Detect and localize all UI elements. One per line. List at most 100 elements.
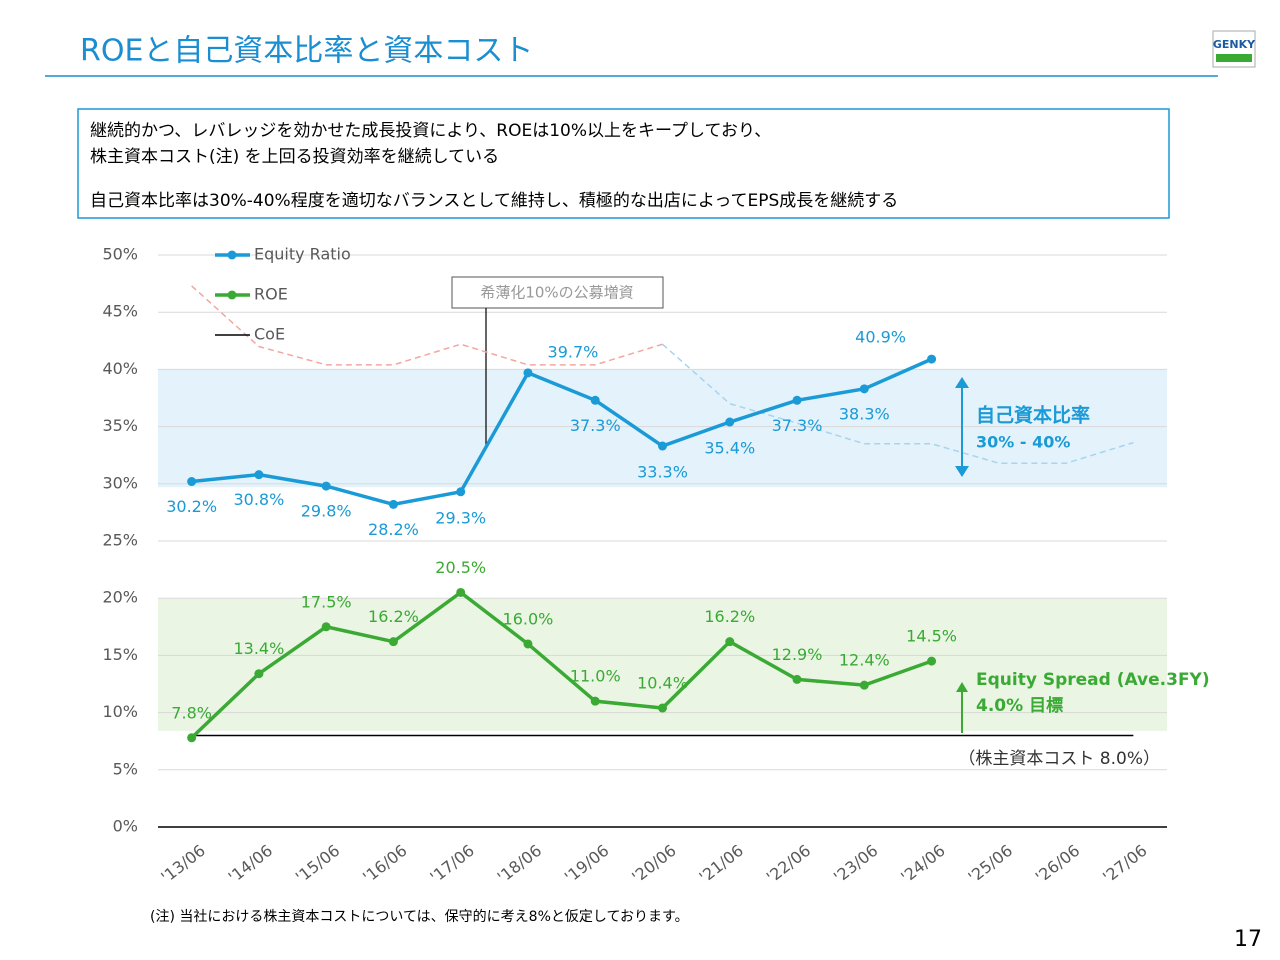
dashed-line [662, 343, 1134, 464]
x-tick-label: '20/06 [628, 841, 680, 887]
data-label: 29.8% [301, 502, 352, 521]
data-point [187, 733, 197, 743]
x-tick-label: '16/06 [359, 841, 411, 887]
data-point [590, 696, 600, 706]
data-point [321, 481, 331, 491]
target-band [158, 369, 1167, 488]
x-tick-label: '15/06 [292, 841, 344, 887]
x-tick-label: '23/06 [830, 841, 882, 887]
legend-label: CoE [254, 325, 285, 344]
data-point [388, 637, 398, 647]
y-tick-label: 5% [113, 759, 138, 778]
data-label: 14.5% [906, 627, 957, 646]
data-label: 30.8% [233, 490, 284, 509]
data-label: 10.4% [637, 674, 688, 693]
data-point [658, 703, 667, 713]
data-label: 11.0% [570, 667, 621, 686]
logo: GENKY [1213, 38, 1256, 51]
y-tick-label: 35% [102, 416, 138, 435]
data-point [859, 384, 869, 394]
data-point [321, 622, 331, 632]
y-tick-label: 40% [102, 359, 138, 378]
data-point [725, 417, 735, 427]
slide-title: ROEと自己資本比率と資本コスト [80, 34, 533, 69]
summary-line: 株主資本コスト(注) を上回る投資効率を継続している [90, 147, 499, 167]
legend-label: ROE [254, 285, 288, 304]
spread-target: 4.0% 目標 [976, 695, 1063, 716]
data-label: 33.3% [637, 463, 688, 482]
data-label: 16.2% [704, 607, 755, 626]
data-point [792, 674, 802, 684]
data-label: 17.5% [301, 592, 352, 611]
data-point [523, 368, 533, 378]
legend-label: Equity Ratio [254, 245, 351, 264]
y-tick-label: 25% [102, 531, 138, 550]
data-point [658, 441, 667, 451]
series-line [190, 590, 933, 740]
data-label: 12.4% [839, 651, 890, 670]
band-range: 30% - 40% [976, 433, 1070, 452]
x-tick-label: '14/06 [225, 841, 277, 887]
data-label: 30.2% [166, 497, 217, 516]
data-label: 16.2% [368, 607, 419, 626]
data-point [859, 680, 869, 690]
data-label: 38.3% [839, 404, 890, 423]
data-label: 12.9% [772, 645, 823, 664]
data-label: 40.9% [855, 328, 906, 347]
data-point [523, 639, 533, 649]
y-tick-label: 45% [102, 302, 138, 321]
logo-bar [1216, 54, 1252, 62]
page-number: 17 [1234, 927, 1262, 952]
data-label: 37.3% [772, 416, 823, 435]
y-tick-label: 20% [102, 588, 138, 607]
data-point [927, 354, 937, 364]
data-label: 39.7% [548, 342, 599, 361]
x-tick-label: '19/06 [561, 841, 613, 887]
x-tick-label: '18/06 [494, 841, 546, 887]
x-tick-label: '22/06 [763, 841, 815, 887]
arrow-head [955, 377, 969, 477]
data-point [590, 395, 600, 405]
data-label: 37.3% [570, 416, 621, 435]
spread-label: Equity Spread (Ave.3FY) [976, 670, 1210, 690]
data-point [927, 656, 937, 666]
arrow-head [956, 682, 968, 692]
x-tick-label: '13/06 [157, 841, 209, 887]
y-tick-label: 0% [113, 817, 138, 836]
legend-marker [227, 250, 237, 260]
footnote: (注) 当社における株主資本コストについては、保守的に考え8%と仮定しております… [150, 909, 689, 925]
summary-line: 継続的かつ、レバレッジを効かせた成長投資により、ROEは10%以上をキープしてお… [90, 121, 771, 141]
data-point [187, 477, 197, 487]
data-label: 29.3% [435, 508, 486, 527]
x-tick-label: '17/06 [426, 841, 478, 887]
data-point [254, 669, 264, 679]
x-tick-label: '27/06 [1099, 841, 1151, 887]
data-point [725, 637, 735, 647]
data-point [456, 487, 466, 497]
data-point [792, 395, 802, 405]
x-tick-label: '21/06 [695, 841, 747, 887]
summary-box [77, 108, 1170, 219]
y-tick-label: 50% [102, 245, 138, 264]
y-tick-label: 15% [102, 645, 138, 664]
x-tick-label: '25/06 [965, 841, 1017, 887]
summary-line: 自己資本比率は30%-40%程度を適切なバランスとして維持し、積極的な出店によっ… [90, 191, 898, 211]
data-point [254, 470, 264, 480]
y-tick-label: 30% [102, 473, 138, 492]
data-label: 13.4% [233, 639, 284, 658]
legend-marker [227, 290, 237, 300]
data-point [388, 499, 398, 509]
coe-label: （株主資本コスト 8.0%） [958, 749, 1160, 769]
data-label: 35.4% [704, 439, 755, 458]
data-label: 20.5% [435, 558, 486, 577]
y-tick-label: 10% [102, 702, 138, 721]
data-point [456, 587, 466, 597]
callout-box [451, 276, 664, 309]
data-label: 28.2% [368, 520, 419, 539]
data-label: 16.0% [503, 609, 554, 628]
series-line [191, 357, 933, 507]
x-tick-label: '26/06 [1032, 841, 1084, 887]
band-label: 自己資本比率 [976, 404, 1090, 427]
